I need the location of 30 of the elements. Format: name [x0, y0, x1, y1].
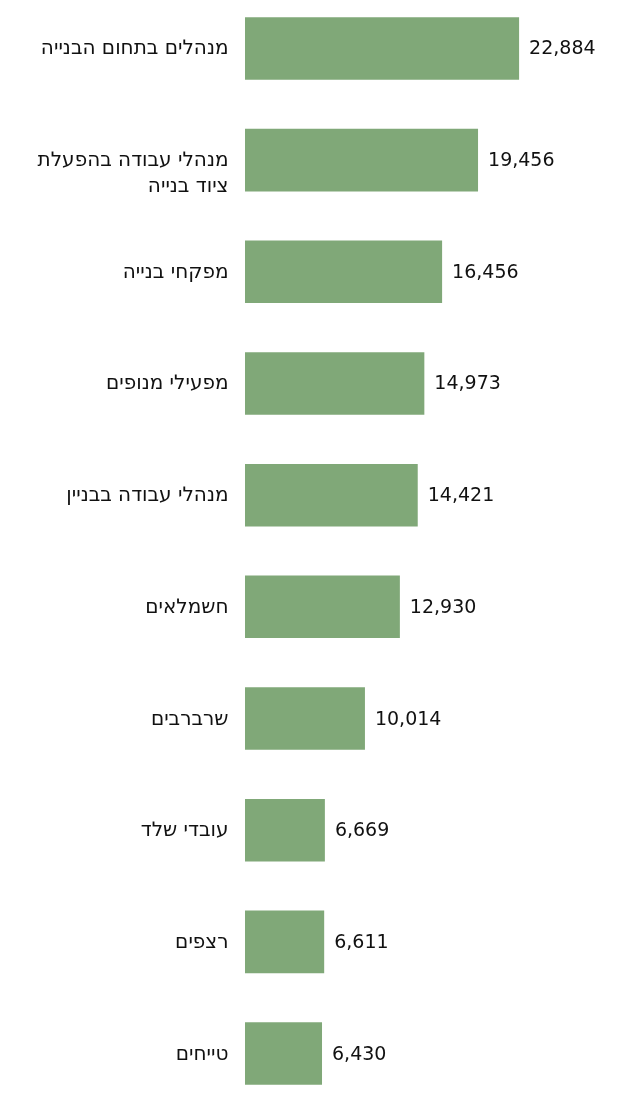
y-tick-label: מנהלים בתחום הבנייה [40, 35, 229, 60]
bar [245, 128, 479, 192]
data-label: 6,611 [334, 929, 389, 952]
data-label: 19,456 [488, 148, 555, 171]
y-tick-label: עובדי שלד [140, 817, 229, 842]
data-label: 14,973 [434, 371, 501, 394]
data-label: 14,421 [427, 483, 495, 506]
y-tick-label: מפקחי בנייה [122, 258, 229, 283]
y-tick-label: טייחים [175, 1040, 229, 1065]
data-label: 22,884 [529, 36, 596, 59]
bar [245, 687, 365, 750]
bar [245, 575, 400, 639]
bar [245, 17, 520, 80]
y-tick-label: מנהלי עבודה בבניין [66, 482, 229, 507]
y-tick-label: מנהלי עבודה בהפעלת ציוד בנייה [37, 147, 229, 198]
bar [245, 240, 443, 304]
data-label: 6,669 [334, 818, 390, 841]
data-label: 10,014 [374, 706, 442, 729]
y-tick-label: רצפים [175, 928, 229, 953]
y-tick-label: חשמלאים [145, 593, 229, 618]
bar [245, 910, 325, 974]
y-tick-label: שרברבים [150, 705, 229, 730]
bar [245, 1022, 323, 1085]
data-label: 12,930 [409, 594, 477, 617]
y-tick-label: מפעילי מנופים [105, 370, 229, 395]
data-label: 16,456 [452, 259, 519, 282]
bar [245, 463, 418, 527]
bar [245, 798, 325, 862]
bar [245, 352, 425, 415]
data-label: 6,430 [332, 1041, 387, 1064]
